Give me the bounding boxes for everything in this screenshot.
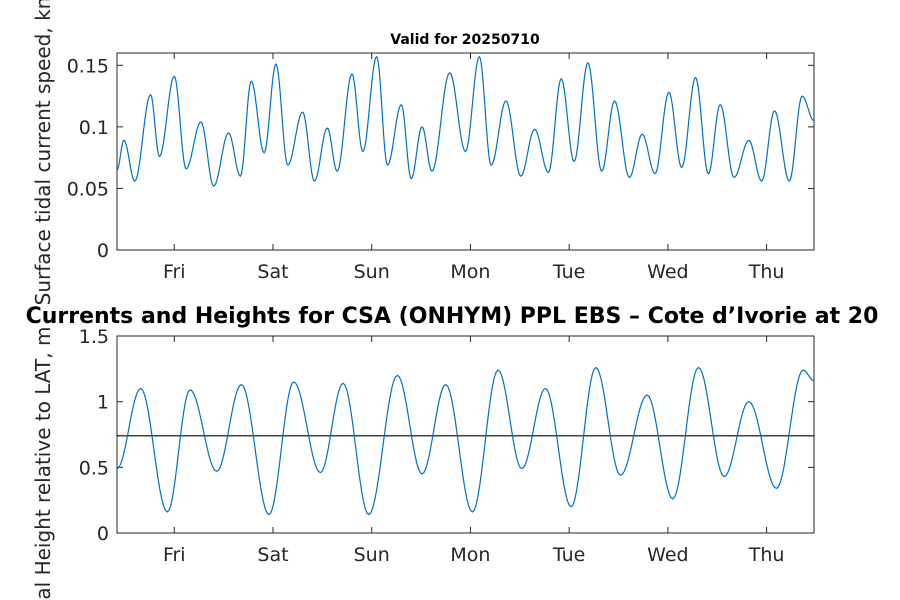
valid-date-title: Valid for 20250710: [390, 32, 540, 48]
current-speed-y-axis-label: Surface tidal current speed, kn: [31, 0, 55, 305]
tidal-height-panel: 0 0.5 1 1.5 Fri Sat Sun Mon Tue Wed Thu Tidal Hei…: [31, 326, 815, 600]
current-speed-y-tick-label: 0.15: [67, 55, 109, 77]
tidal-height-x-tick-label: Thu: [748, 544, 785, 566]
tidal-height-y-axis-label: Tidal Height relative to LAT, m: [31, 327, 55, 600]
tidal-height-axes-box: [116, 335, 815, 534]
current-speed-x-tick-label: Fri: [163, 261, 186, 283]
current-speed-series-line: [116, 55, 815, 187]
tidal-height-y-tick-label: 1: [97, 392, 109, 414]
current-speed-y-ticks: 0 0.05 0.1 0.15: [67, 55, 814, 262]
current-speed-x-tick-label: Sat: [257, 261, 288, 283]
tidal-height-y-tick-label: 1.5: [79, 326, 109, 348]
tidal-height-x-tick-label: Wed: [647, 544, 688, 566]
current-speed-x-tick-label: Wed: [647, 261, 688, 283]
current-speed-panel: Valid for 20250710 0 0.05 0.1 0.15 Fri Sat Su…: [31, 0, 815, 305]
tidal-height-y-ticks: 0 0.5 1 1.5: [79, 326, 814, 545]
tidal-height-x-ticks: Fri Sat Sun Mon Tue Wed Thu: [163, 336, 785, 566]
tidal-height-x-tick-label: Fri: [163, 544, 186, 566]
current-speed-y-tick-label: 0.05: [67, 178, 109, 200]
tidal-height-y-tick-label: 0: [97, 523, 109, 545]
current-speed-x-tick-label: Sun: [354, 261, 390, 283]
tidal-height-x-tick-label: Sat: [257, 544, 288, 566]
tidal-height-y-tick-label: 0.5: [79, 457, 109, 479]
current-speed-x-ticks: Fri Sat Sun Mon Tue Wed Thu: [163, 53, 785, 283]
current-speed-x-tick-label: Thu: [748, 261, 785, 283]
current-speed-x-tick-label: Tue: [552, 261, 585, 283]
tidal-height-series-line: [116, 366, 815, 516]
current-speed-y-tick-label: 0.1: [79, 117, 109, 139]
tidal-height-x-tick-label: Sun: [354, 544, 390, 566]
current-speed-y-tick-label: 0: [97, 240, 109, 262]
main-title: Currents and Heights for CSA (ONHYM) PPL…: [26, 304, 879, 329]
tidal-height-x-tick-label: Tue: [552, 544, 585, 566]
tidal-height-x-tick-label: Mon: [450, 544, 490, 566]
current-speed-x-tick-label: Mon: [450, 261, 490, 283]
